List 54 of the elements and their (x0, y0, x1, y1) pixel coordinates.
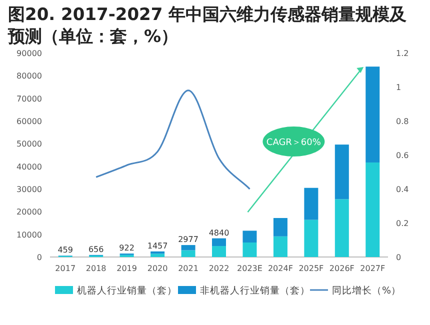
bar (366, 66, 380, 162)
bar (150, 254, 165, 257)
x-tick-label: 2022 (208, 264, 230, 273)
x-tick-label: 2020 (147, 264, 168, 273)
x-tick-label: 2026F (329, 264, 355, 273)
data-label: 4840 (208, 228, 230, 238)
x-tick-label: 2024F (268, 264, 294, 273)
x-tick-label: 2021 (178, 264, 198, 273)
y-tick-label: 0 (36, 253, 42, 262)
x-tick-label: 2027F (360, 264, 386, 273)
y-tick-label: 80000 (16, 72, 42, 81)
data-label: 1457 (147, 241, 168, 250)
bar (273, 218, 288, 236)
bar (212, 246, 226, 257)
y-tick-label: 20000 (16, 208, 42, 217)
y-tick-label: 40000 (16, 162, 42, 172)
y2-tick-label: 0.2 (396, 219, 409, 228)
chart-title: 图20. 2017-2027 年中国六维力传感器销量规模及预测（单位：套，%） (8, 4, 408, 48)
bar (242, 242, 257, 257)
y2-tick-label: 0 (396, 253, 402, 262)
data-label: 459 (58, 246, 74, 255)
bar (181, 245, 196, 250)
y2-tick-label: 0.6 (396, 151, 409, 160)
y-tick-label: 10000 (16, 230, 42, 240)
bar (366, 162, 380, 257)
y2-tick-label: 0.8 (396, 117, 409, 126)
y-tick-label: 30000 (16, 185, 42, 194)
data-label: 656 (88, 244, 104, 254)
x-tick-label: 2023E (237, 264, 262, 273)
bar (334, 199, 349, 257)
y-tick-label: 50000 (16, 140, 42, 149)
data-label: 2977 (178, 235, 198, 244)
bar (304, 188, 318, 220)
bar (334, 144, 349, 200)
data-label: 922 (119, 244, 134, 253)
y2-tick-label: 0.4 (396, 185, 409, 194)
x-tick-label: 2018 (86, 264, 106, 273)
x-tick-label: 2019 (116, 264, 137, 273)
legend-label: 同比增长（%） (332, 284, 402, 296)
y-tick-label: 90000 (16, 49, 42, 58)
bar (304, 220, 318, 257)
annotation: CAGR＞60% (266, 138, 322, 148)
bar (212, 238, 226, 246)
y-tick-label: 60000 (16, 117, 42, 126)
bar (181, 250, 196, 257)
bar (273, 236, 288, 257)
legend-label: 非机器人行业销量（套） (200, 284, 310, 296)
y2-tick-label: 1.2 (396, 49, 409, 58)
y-tick-label: 70000 (16, 94, 42, 104)
legend-label: 机器人行业销量（套） (77, 284, 177, 296)
y2-tick-label: 1 (396, 83, 402, 92)
x-tick-label: 2025F (298, 264, 324, 273)
bar (242, 230, 257, 242)
x-tick-label: 2017 (55, 264, 76, 273)
